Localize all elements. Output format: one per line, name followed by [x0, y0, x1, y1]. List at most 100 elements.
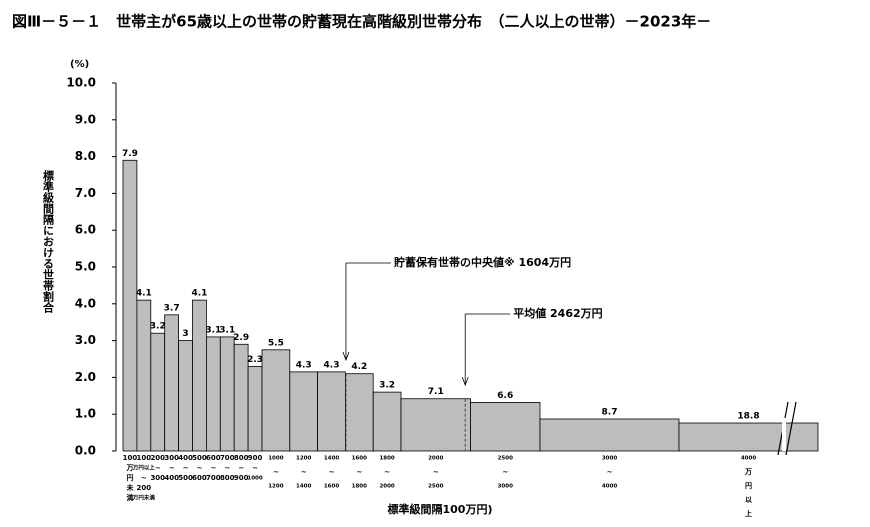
- data-label: 3.1: [219, 325, 235, 335]
- data-label: 5.5: [268, 338, 284, 348]
- x-tick-label: 800: [234, 454, 249, 462]
- x-tick-label: 500: [192, 454, 207, 462]
- x-tick-label: 万円未満: [132, 494, 156, 502]
- x-tick-label: 400: [178, 454, 193, 462]
- y-tick-label: 4.0: [75, 296, 96, 310]
- annotation-arrow: [461, 376, 469, 387]
- x-tick-label: 600: [192, 474, 207, 482]
- bar: [344, 373, 374, 452]
- x-tick-label: ~: [273, 468, 279, 476]
- x-tick-label: 200: [150, 454, 165, 462]
- x-tick-label: 1200: [296, 456, 311, 462]
- bar: [289, 371, 318, 452]
- x-tick-label: 円: [745, 482, 752, 490]
- x-tick-label: 100: [137, 454, 152, 462]
- axis-break-gap: [782, 418, 786, 451]
- data-label: 4.1: [136, 289, 152, 299]
- data-label: 7.1: [428, 387, 444, 397]
- x-tick-label: 上: [745, 509, 752, 518]
- x-tick-label: 3000: [602, 456, 617, 462]
- y-tick-label: 2.0: [75, 370, 96, 384]
- x-tick-label: ~: [252, 464, 258, 472]
- y-tick-label: 9.0: [75, 112, 96, 126]
- data-label: 18.8: [737, 412, 759, 422]
- x-tick-label: 2500: [428, 484, 443, 490]
- data-label: 4.2: [351, 362, 367, 372]
- bar: [178, 340, 193, 452]
- bar: [150, 332, 166, 452]
- bar: [261, 349, 291, 452]
- x-tick-label: ~: [502, 468, 508, 476]
- x-tick-label: 300: [150, 474, 165, 482]
- annotation-label: 平均値 2462万円: [513, 306, 602, 320]
- bar: [678, 422, 819, 452]
- bar: [136, 299, 152, 452]
- x-tick-label: ~: [224, 464, 230, 472]
- bar: [470, 402, 541, 452]
- x-tick-label: 満: [126, 493, 133, 502]
- bar: [247, 365, 263, 452]
- data-label: 4.3: [296, 360, 312, 370]
- x-axis-label: 標準級間隔100万円): [388, 502, 493, 516]
- x-tick-label: 万: [744, 468, 752, 476]
- bar: [205, 336, 221, 452]
- x-tick-label: 600: [206, 454, 221, 462]
- annotation-label: 貯蓄保有世帯の中央値※ 1604万円: [394, 255, 571, 269]
- bar: [192, 299, 207, 452]
- data-label: 6.6: [497, 391, 513, 401]
- bar: [164, 314, 179, 452]
- x-tick-label: 400: [164, 474, 179, 482]
- data-label: 3: [182, 329, 188, 339]
- data-label: 3.2: [150, 322, 166, 332]
- y-tick-label: 6.0: [75, 223, 96, 237]
- data-label: 3.1: [205, 325, 221, 335]
- x-tick-label: 2500: [498, 456, 513, 462]
- x-tick-label: 1200: [268, 484, 283, 490]
- x-tick-label: ~: [238, 464, 244, 472]
- x-tick-label: ~: [183, 464, 189, 472]
- x-tick-label: ~: [607, 468, 613, 476]
- x-tick-label: ~: [155, 464, 161, 472]
- y-axis-label: 標準級間隔における世帯割合: [42, 169, 55, 314]
- x-tick-label: 500: [178, 474, 193, 482]
- y-tick-label: 0.0: [75, 444, 96, 458]
- x-tick-label: ~: [329, 468, 335, 476]
- x-tick-label: ~: [197, 464, 203, 472]
- x-tick-label: 300: [164, 454, 179, 462]
- x-tick-label: ~: [169, 464, 175, 472]
- y-unit: (%): [70, 59, 89, 70]
- x-tick-label: 1600: [352, 456, 367, 462]
- data-label: 8.7: [602, 407, 618, 417]
- x-tick-label: ~: [210, 464, 216, 472]
- axis-break: [785, 401, 797, 456]
- y-tick-label: 1.0: [75, 407, 96, 421]
- x-tick-label: 3000: [498, 484, 513, 490]
- x-tick-label: 1400: [296, 484, 311, 490]
- x-tick-label: ~: [141, 474, 147, 482]
- x-tick-label: 以: [745, 496, 752, 504]
- x-tick-label: 900: [248, 454, 263, 462]
- bar: [539, 418, 680, 452]
- x-tick-label: 700: [206, 474, 221, 482]
- x-tick-label: ~: [433, 468, 439, 476]
- bar: [372, 391, 402, 452]
- x-tick-label: 万: [125, 464, 133, 472]
- annotation-arrow: [342, 351, 350, 362]
- x-tick-label: 1400: [324, 456, 339, 462]
- y-tick-label: 3.0: [75, 333, 96, 347]
- x-tick-label: 2000: [379, 484, 394, 490]
- x-tick-label: 1600: [324, 484, 339, 490]
- data-label: 2.9: [233, 333, 249, 343]
- x-tick-label: ~: [384, 468, 390, 476]
- bar: [400, 398, 471, 452]
- x-tick-label: 100: [123, 454, 138, 462]
- x-tick-label: ~: [356, 468, 362, 476]
- x-tick-label: 万円以上: [132, 464, 156, 472]
- x-tick-label: 1800: [379, 456, 394, 462]
- x-tick-label: 700: [220, 454, 235, 462]
- x-tick-label: 4000: [602, 484, 617, 490]
- x-tick-label: 円: [126, 474, 133, 482]
- bar: [317, 371, 346, 452]
- data-label: 4.1: [191, 289, 207, 299]
- x-tick-label: 未: [126, 483, 134, 492]
